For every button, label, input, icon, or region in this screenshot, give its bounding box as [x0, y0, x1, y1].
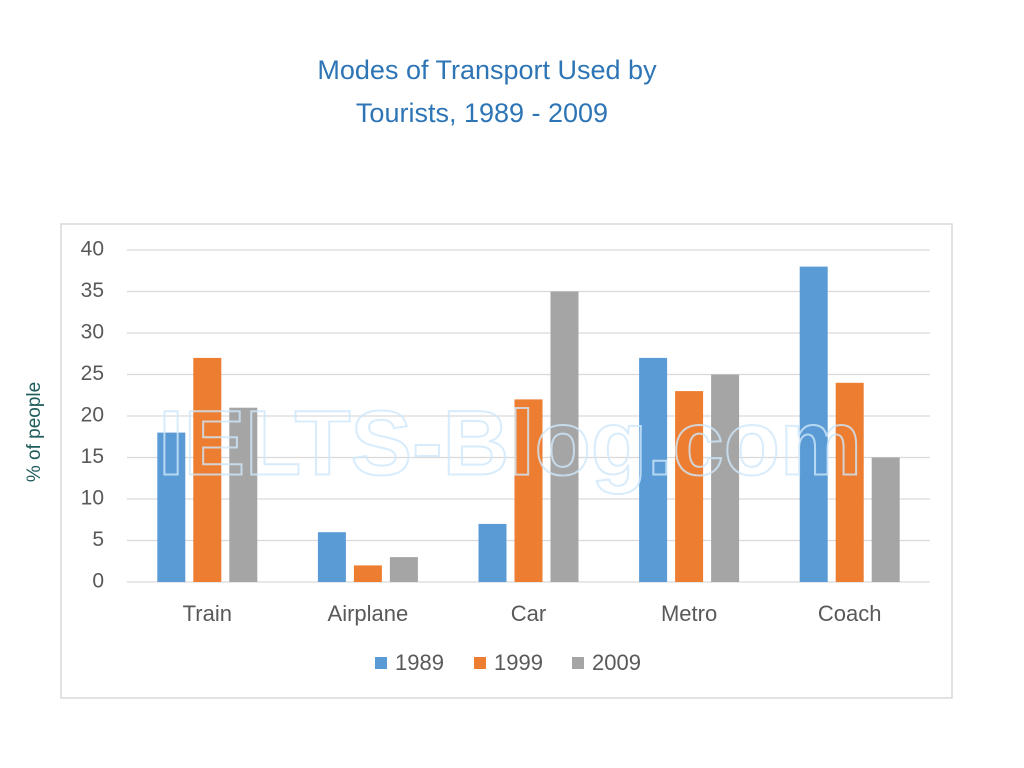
bar	[193, 357, 222, 582]
y-tick-label: 15	[81, 445, 104, 468]
bar	[157, 432, 186, 582]
legend-swatch	[572, 657, 584, 669]
bar	[317, 532, 346, 582]
bar	[799, 266, 828, 582]
watermark: IELTS-Blog.com	[158, 392, 862, 494]
y-tick-label: 20	[81, 404, 104, 427]
bar	[675, 391, 704, 582]
bar	[835, 382, 864, 582]
bar	[639, 357, 668, 582]
x-tick-label: Car	[511, 601, 546, 626]
bar	[229, 407, 258, 582]
y-tick-label: 0	[92, 570, 104, 593]
bar	[871, 457, 900, 582]
legend-swatch	[375, 657, 387, 669]
legend-label: 1999	[494, 650, 543, 675]
bar	[353, 565, 382, 582]
x-tick-label: Metro	[661, 601, 717, 626]
x-tick-label: Train	[183, 601, 232, 626]
y-axis-label: % of people	[24, 382, 45, 482]
bar	[514, 399, 543, 582]
y-tick-label: 35	[81, 279, 104, 302]
legend-swatch	[474, 657, 486, 669]
x-tick-label: Airplane	[328, 601, 409, 626]
bar	[389, 557, 418, 582]
bar	[478, 523, 507, 582]
chart-title: Modes of Transport Used by	[317, 55, 657, 85]
legend-label: 1989	[395, 650, 444, 675]
bar	[711, 374, 740, 582]
legend-label: 2009	[592, 650, 641, 675]
plot-frame	[60, 223, 953, 699]
chart-title: Tourists, 1989 - 2009	[356, 98, 608, 128]
x-tick-label: Coach	[818, 601, 882, 626]
y-tick-label: 40	[81, 238, 104, 261]
y-tick-label: 30	[81, 321, 104, 344]
bar	[550, 291, 579, 582]
y-tick-label: 10	[81, 487, 104, 510]
y-tick-label: 5	[92, 528, 104, 551]
y-tick-label: 25	[81, 362, 104, 385]
